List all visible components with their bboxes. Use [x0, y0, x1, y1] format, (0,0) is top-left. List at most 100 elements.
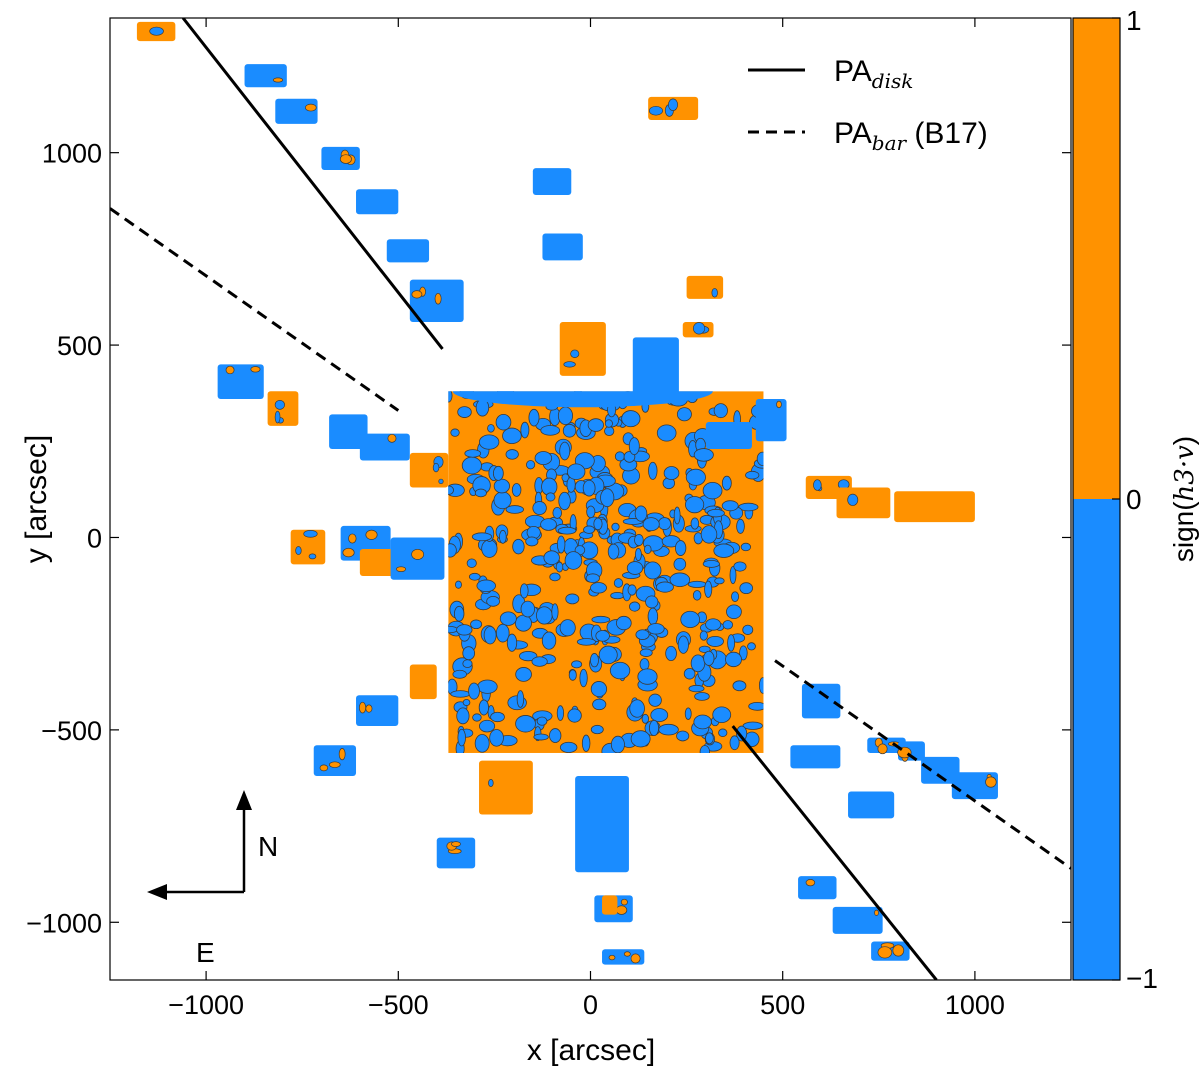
core-speckle	[610, 591, 625, 600]
core-speckle	[534, 451, 553, 466]
x-ticks: −1000 −500 0 500 1000	[168, 18, 1005, 1020]
field-speckle	[434, 292, 442, 305]
core-speckle	[609, 661, 631, 680]
pa-disk-line-segment-1	[731, 725, 938, 980]
core-speckle	[536, 716, 548, 726]
core-speckle	[528, 408, 540, 427]
core-speckle	[565, 593, 580, 605]
core-speckle	[519, 583, 529, 599]
core-speckle	[694, 692, 710, 701]
field-speckle	[608, 954, 616, 961]
field-5	[386, 239, 430, 263]
field-speckle	[648, 105, 663, 116]
core-speckle	[487, 424, 495, 433]
field-speckle	[847, 493, 859, 506]
field-26	[359, 549, 399, 576]
core-speckle	[516, 690, 525, 708]
core-speckle	[564, 551, 583, 570]
colorbar-label-prefix: sign(	[1168, 501, 1199, 562]
field-16	[217, 364, 264, 399]
field-patch	[602, 895, 618, 915]
core-speckle	[729, 735, 740, 751]
colorbar-positive	[1073, 18, 1120, 499]
core-speckle	[702, 481, 723, 500]
field-patch	[578, 829, 626, 850]
field-14	[755, 398, 787, 442]
core-speckle	[541, 631, 557, 650]
core-speckle	[582, 479, 596, 497]
core-speckle	[621, 410, 641, 428]
core-speckle	[466, 558, 477, 568]
core-speckle	[673, 506, 681, 525]
x-tick-label: 1000	[945, 990, 1005, 1020]
field-speckle	[432, 462, 440, 473]
field-8	[532, 168, 572, 196]
core-speckle	[567, 708, 582, 723]
core-speckle	[540, 518, 557, 531]
field-12	[559, 321, 606, 376]
field-patch	[632, 337, 679, 399]
core-speckle	[591, 615, 611, 624]
core-speckle	[634, 505, 648, 522]
core-speckle	[520, 421, 530, 439]
field-6	[409, 279, 464, 322]
core-speckle	[456, 707, 470, 725]
field-speckle	[358, 701, 367, 714]
field-13	[632, 337, 679, 399]
field-speckle	[411, 290, 423, 299]
core-speckle	[713, 543, 735, 558]
field-speckle	[488, 779, 494, 788]
core-speckle	[499, 529, 507, 544]
core-speckle	[474, 488, 487, 498]
core-speckle	[644, 561, 662, 580]
core-speckle	[583, 525, 595, 534]
field-speckle	[623, 951, 631, 957]
core-speckle	[704, 580, 713, 598]
core-speckle	[558, 491, 571, 511]
field-11	[682, 321, 714, 338]
core-speckle	[531, 656, 548, 667]
core-speckle	[665, 645, 677, 662]
field-31	[479, 760, 533, 815]
core-speckle	[478, 699, 489, 716]
field-speckle	[338, 747, 346, 761]
core-speckle	[598, 645, 618, 665]
core-speckle	[559, 619, 576, 637]
core-speckle	[613, 578, 624, 588]
core-speckle	[505, 449, 519, 460]
field-35	[602, 895, 618, 915]
compass: NE	[147, 790, 278, 968]
core-speckle	[639, 648, 653, 657]
field-speckle	[877, 946, 893, 959]
field-speckle	[620, 898, 628, 906]
core-speckle	[707, 508, 725, 518]
field-32	[436, 837, 476, 869]
core-speckle	[492, 465, 504, 481]
colorbar-tick-label: 0	[1126, 484, 1142, 515]
field-patch	[705, 422, 752, 449]
field-19	[359, 433, 410, 461]
field-41	[871, 941, 910, 961]
core-speckle	[712, 706, 732, 724]
core-speckle	[722, 620, 734, 630]
core-speckle	[483, 626, 497, 645]
core-speckle	[669, 572, 691, 587]
field-patch	[356, 189, 399, 215]
core-speckle	[490, 711, 505, 723]
field-speckle	[411, 548, 425, 560]
field-29	[356, 695, 399, 727]
core-speckle	[585, 573, 600, 584]
y-axis-label: y [arcsec]	[20, 435, 53, 563]
core-speckle	[699, 745, 710, 753]
field-43	[801, 683, 841, 719]
x-tick-label: −500	[368, 990, 429, 1020]
field-patch	[575, 776, 629, 873]
core-speckle	[643, 544, 652, 554]
core-speckle	[629, 699, 645, 718]
core-speckle	[607, 543, 620, 560]
field-24	[290, 529, 326, 565]
core-speckle	[677, 635, 689, 654]
core-speckle	[698, 645, 711, 653]
core-speckle	[673, 557, 687, 571]
